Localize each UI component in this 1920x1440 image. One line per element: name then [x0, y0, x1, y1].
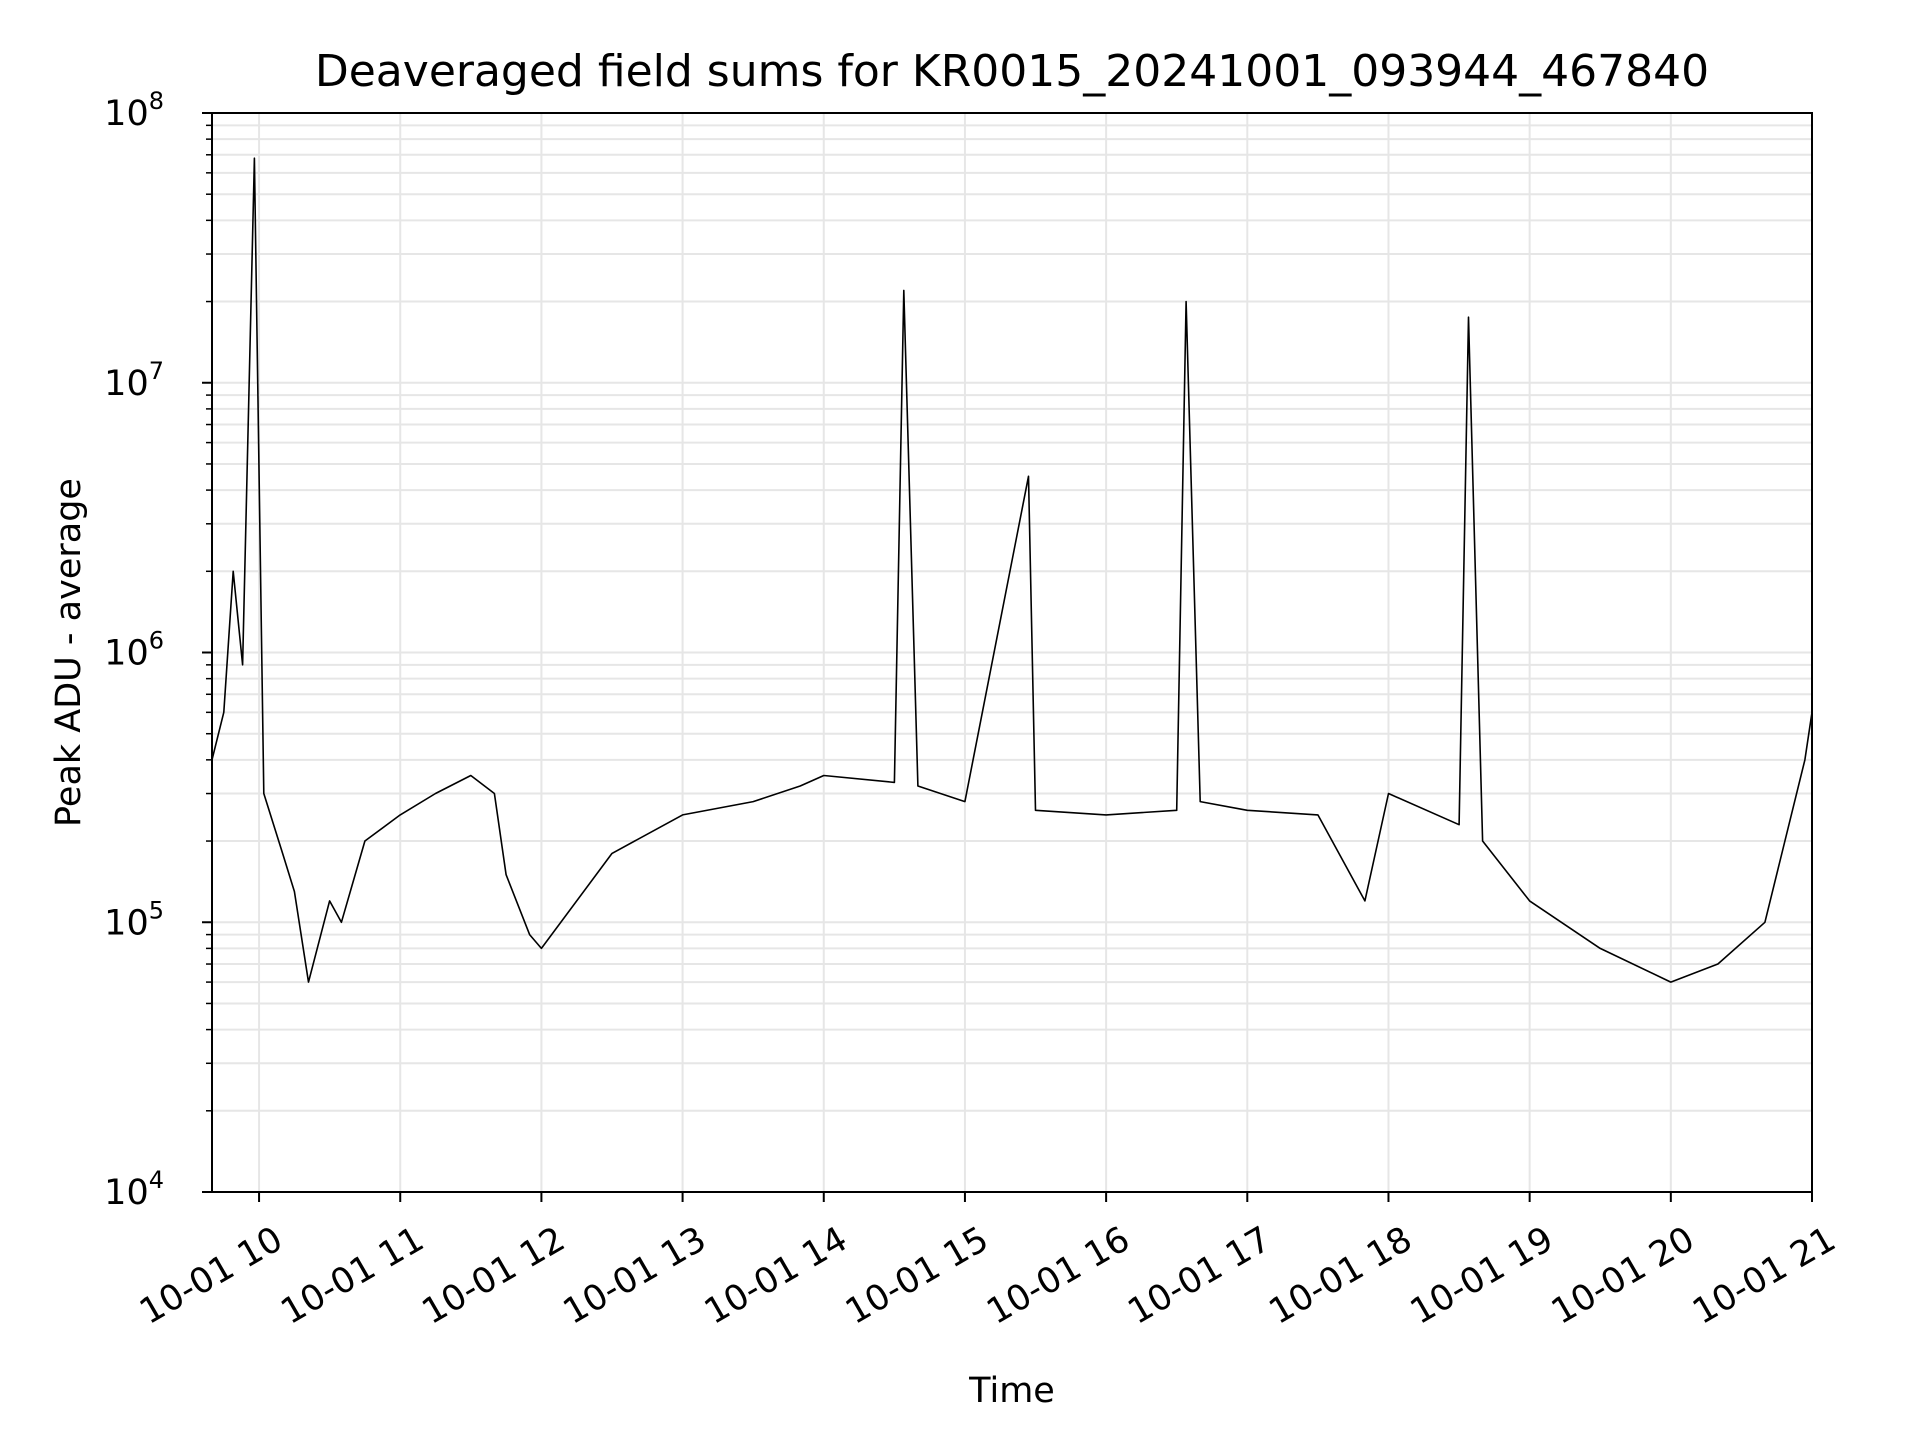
- x-tick-label: 10-01 19: [1404, 1219, 1560, 1332]
- x-tick-label: 10-01 15: [839, 1219, 995, 1332]
- x-tick-label: 10-01 13: [557, 1219, 713, 1332]
- grid: [212, 113, 1813, 1193]
- y-tick-label: 107: [104, 357, 164, 404]
- y-axis-ticks: 104 105 106 107 108: [104, 87, 212, 1213]
- y-tick-label: 106: [104, 627, 164, 674]
- y-axis-label: Peak ADU - average: [49, 478, 89, 827]
- y-tick-label: 108: [104, 87, 164, 134]
- x-tick-label: 10-01 10: [133, 1219, 289, 1332]
- x-tick-label: 10-01 20: [1545, 1219, 1701, 1332]
- chart-title: Deaveraged field sums for KR0015_2024100…: [315, 46, 1709, 97]
- x-tick-label: 10-01 18: [1263, 1219, 1419, 1332]
- x-tick-label: 10-01 16: [980, 1219, 1136, 1332]
- data-layer: [211, 157, 1813, 983]
- x-tick-label: 10-01 12: [416, 1219, 572, 1332]
- x-tick-label: 10-01 21: [1686, 1219, 1842, 1332]
- x-axis-label: Time: [968, 1371, 1055, 1411]
- x-tick-label: 10-01 17: [1122, 1219, 1278, 1332]
- data-series-line: [211, 157, 1813, 983]
- x-tick-label: 10-01 11: [274, 1219, 430, 1332]
- y-tick-label: 105: [104, 896, 164, 943]
- y-tick-label: 104: [104, 1166, 164, 1213]
- x-tick-label: 10-01 14: [698, 1219, 854, 1332]
